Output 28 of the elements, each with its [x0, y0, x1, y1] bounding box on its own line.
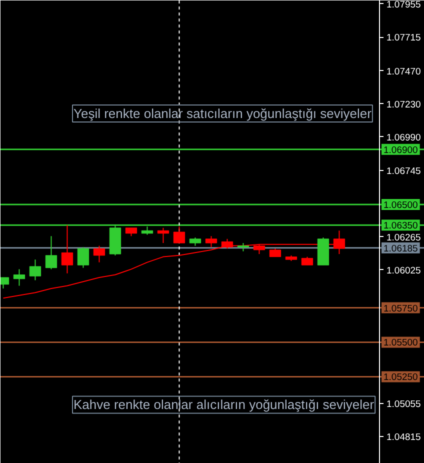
- candlestick: [61, 224, 74, 274]
- ref-line-label: 1.05500: [384, 338, 418, 349]
- candlestick: [29, 259, 42, 281]
- candlestick: [77, 246, 90, 268]
- y-tick-label: 1.05055: [386, 399, 421, 410]
- ref-line-label: 1.06185: [384, 243, 418, 254]
- ref-line-label: 1.05250: [384, 372, 418, 384]
- candlestick: [45, 236, 58, 270]
- y-tick-label: 1.07955: [386, 0, 421, 10]
- y-tick-label: 1.07715: [386, 32, 421, 44]
- y-tick-label: 1.06025: [386, 265, 421, 276]
- candlestick: [173, 226, 186, 244]
- candlestick: [205, 236, 218, 248]
- ref-line-label: 1.06350: [384, 220, 418, 232]
- candlestick: [157, 227, 170, 244]
- y-tick-label: 1.07230: [386, 99, 421, 110]
- y-tick-label: 1.06745: [386, 166, 421, 178]
- y-tick-label: 1.07470: [386, 66, 421, 78]
- candlestick: [93, 245, 106, 263]
- y-tick-label: 1.06265: [386, 232, 421, 244]
- annotation: Yeşil renkte olanlar satıcıların yoğunlaştığı seviyeler: [74, 106, 372, 121]
- annotation: Kahve renkte olanlar alıcıların yoğunlaştığı seviyeler: [74, 397, 375, 412]
- ref-line-label: 1.06500: [384, 200, 418, 211]
- ref-line-label: 1.05750: [384, 303, 418, 314]
- y-tick-label: 1.04815: [386, 432, 421, 444]
- candlestick: [13, 268, 26, 286]
- y-tick-label: 1.06990: [386, 132, 421, 144]
- ref-line-label: 1.06900: [384, 144, 418, 156]
